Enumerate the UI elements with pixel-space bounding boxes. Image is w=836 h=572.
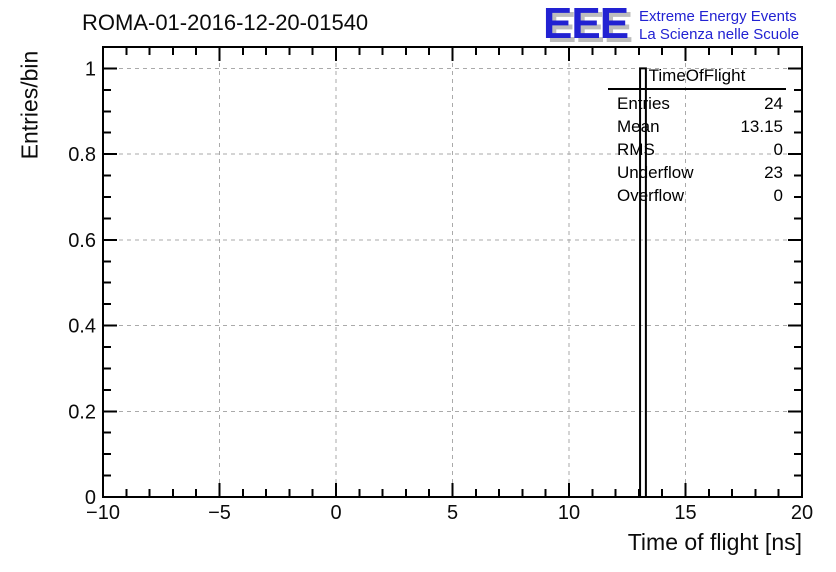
x-tick-label: 10: [558, 502, 580, 524]
stats-label: Overflow: [617, 186, 685, 205]
page-title: ROMA-01-2016-12-20-01540: [82, 10, 369, 35]
eee-logo-letters: EEE: [543, 0, 629, 48]
stats-label: Underflow: [617, 163, 694, 182]
x-tick-label: 15: [674, 502, 696, 524]
y-tick-label: 1: [85, 58, 96, 80]
eee-logo-taglines: Extreme Energy Events La Scienza nelle S…: [639, 8, 799, 44]
x-tick-label: 5: [447, 502, 458, 524]
stats-row: Underflow 23: [617, 161, 783, 184]
y-tick-label: 0: [85, 487, 96, 509]
stats-value: 23: [764, 163, 783, 182]
stats-rows: Entries 24 Mean 13.15 RMS 0 Underflow 23…: [608, 90, 786, 207]
x-tick-label: −10: [86, 502, 120, 524]
stats-value: 0: [773, 186, 783, 205]
stats-label: Entries: [617, 94, 670, 113]
logo-tagline-1: Extreme Energy Events: [639, 8, 797, 25]
stats-row: Entries 24: [617, 92, 783, 115]
x-tick-label: 20: [791, 502, 813, 524]
x-axis-title: Time of flight [ns]: [627, 529, 802, 555]
y-tick-label: 0.4: [68, 316, 96, 338]
stats-row: Mean 13.15: [617, 115, 783, 138]
stats-label: Mean: [617, 117, 660, 136]
x-tick-label: −5: [208, 502, 231, 524]
logo-tagline-2: La Scienza nelle Scuole: [639, 26, 800, 43]
eee-logo: EEE Extreme Energy Events La Scienza nel…: [543, 0, 799, 48]
y-tick-label: 0.8: [68, 144, 96, 166]
stats-row: RMS 0: [617, 138, 783, 161]
x-tick-label: 0: [330, 502, 341, 524]
stats-box: TimeOfFlight Entries 24 Mean 13.15 RMS 0…: [608, 66, 786, 207]
stats-value: 24: [764, 94, 783, 113]
y-tick-label: 0.2: [68, 401, 96, 423]
stats-value: 0: [773, 140, 783, 159]
stats-label: RMS: [617, 140, 655, 159]
stats-value: 13.15: [740, 117, 783, 136]
y-tick-label: 0.6: [68, 230, 96, 252]
y-axis-title: Entries/bin: [16, 50, 43, 160]
stats-row: Overflow 0: [617, 184, 783, 207]
stats-title: TimeOfFlight: [608, 66, 786, 90]
